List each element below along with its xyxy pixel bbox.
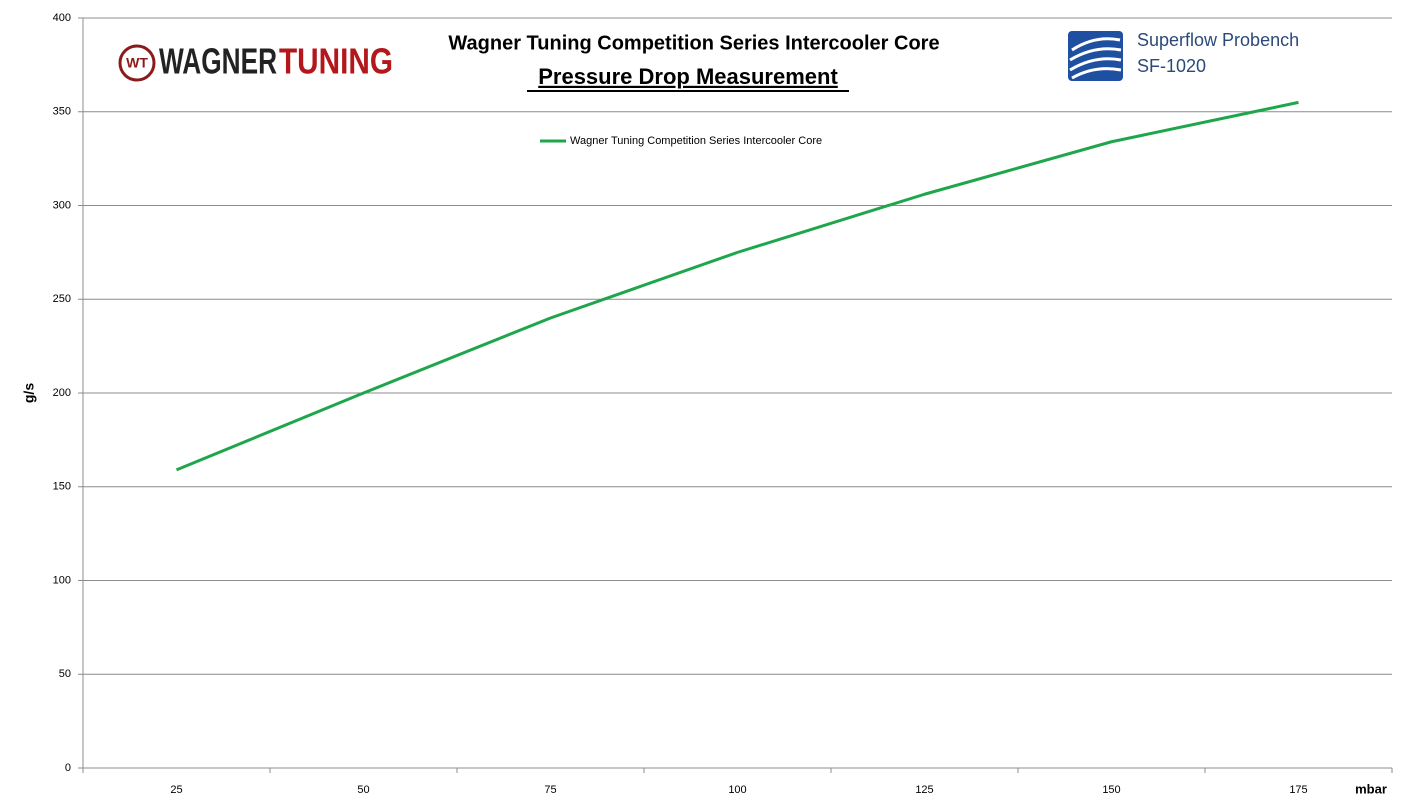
logo-mark: WT bbox=[126, 55, 148, 71]
x-tick-label: 75 bbox=[544, 784, 556, 796]
logo-text: WAGNER bbox=[159, 41, 277, 82]
y-tick-label: 400 bbox=[53, 12, 71, 24]
logo-circle bbox=[118, 44, 156, 82]
x-tick-label: 25 bbox=[170, 784, 182, 796]
superflow-text: SF-1020 bbox=[1137, 56, 1206, 76]
y-tick-label: 150 bbox=[53, 481, 71, 493]
y-axis-label: g/s bbox=[21, 383, 37, 403]
logo-text: TUNING bbox=[279, 41, 393, 82]
y-tick-label: 200 bbox=[53, 387, 71, 399]
x-axis-label: mbar bbox=[1355, 781, 1387, 796]
y-tick-label: 100 bbox=[53, 574, 71, 586]
chart-subtitle: Pressure Drop Measurement bbox=[538, 64, 838, 89]
chart-title: Wagner Tuning Competition Series Interco… bbox=[448, 32, 939, 54]
superflow-text: Superflow Probench bbox=[1137, 30, 1299, 50]
y-tick-label: 300 bbox=[53, 199, 71, 211]
x-tick-label: 50 bbox=[357, 784, 369, 796]
y-tick-label: 350 bbox=[53, 106, 71, 118]
x-tick-label: 125 bbox=[915, 784, 933, 796]
y-tick-label: 250 bbox=[53, 293, 71, 305]
data-line bbox=[175, 100, 1299, 472]
x-tick-label: 150 bbox=[1102, 784, 1120, 796]
superflow-icon-waves bbox=[1069, 37, 1122, 80]
legend-label: Wagner Tuning Competition Series Interco… bbox=[570, 135, 822, 147]
y-tick-label: 0 bbox=[65, 762, 71, 774]
y-tick-label: 50 bbox=[59, 668, 71, 680]
x-tick-label: 100 bbox=[728, 784, 746, 796]
x-tick-label: 175 bbox=[1289, 784, 1307, 796]
